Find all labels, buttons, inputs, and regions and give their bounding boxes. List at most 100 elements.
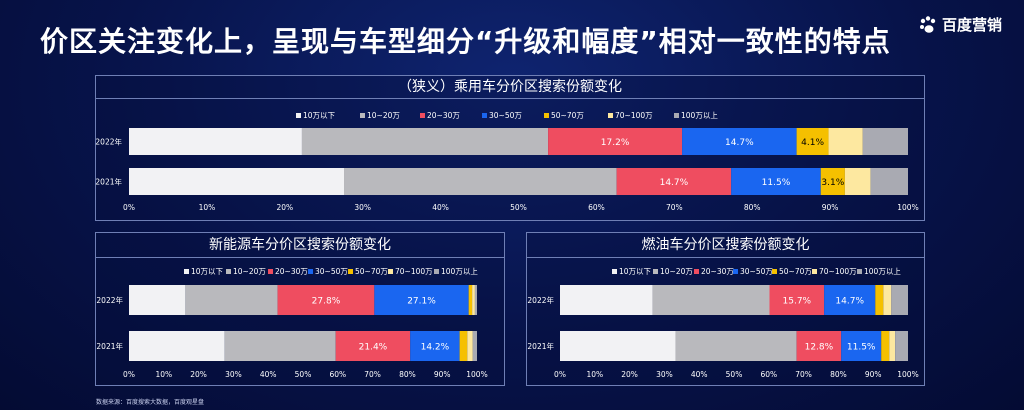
x-tick-label: 40% [260, 370, 277, 379]
bar-segment [467, 331, 473, 361]
data-label: 14.7% [835, 297, 864, 307]
legend-label: 100万以上 [441, 267, 478, 276]
bar-segment [129, 128, 302, 155]
legend-swatch [857, 269, 862, 274]
chart-nev: 10万以下 10~20万 20~30万 30~50万 50~70万 70~100万 100万… [96, 267, 487, 379]
bar-segment [881, 331, 890, 361]
legend-label: 50~70万 [779, 267, 812, 276]
data-label: 11.5% [847, 343, 876, 353]
legend-swatch [653, 269, 658, 274]
x-tick-label: 10% [199, 203, 216, 212]
x-tick-label: 80% [399, 370, 416, 379]
bar-segment [474, 285, 477, 315]
bar-segment [468, 285, 473, 315]
legend-label: 10万以下 [191, 267, 224, 276]
data-label: 21.4% [359, 343, 388, 353]
x-tick-label: 70% [795, 370, 812, 379]
legend-swatch [482, 113, 487, 118]
x-tick-label: 80% [744, 203, 761, 212]
x-tick-label: 70% [364, 370, 381, 379]
legend-swatch [296, 113, 301, 118]
legend-swatch [733, 269, 738, 274]
bar-segment [129, 168, 345, 195]
bar-segment [185, 285, 278, 315]
category-label: 2021年 [96, 341, 123, 351]
bar-segment [301, 128, 549, 155]
category-label: 2022年 [527, 295, 554, 305]
legend-label: 70~100万 [395, 267, 433, 276]
legend-swatch [608, 113, 613, 118]
legend-label: 50~70万 [355, 267, 388, 276]
legend-swatch [420, 113, 425, 118]
legend-label: 10~20万 [367, 111, 400, 120]
legend-label: 30~50万 [489, 111, 522, 120]
bar-segment [796, 331, 842, 361]
data-label: 11.5% [762, 178, 791, 188]
data-label: 14.2% [421, 343, 450, 353]
baidu-paw-icon [919, 15, 936, 33]
bar-segment [820, 168, 845, 195]
x-tick-label: 90% [865, 370, 882, 379]
legend-swatch [268, 269, 273, 274]
bar-segment [769, 285, 825, 315]
bar-segment [410, 331, 460, 361]
bar-segment [472, 285, 475, 315]
legend-label: 10万以下 [619, 267, 652, 276]
data-label: 3.1% [821, 178, 844, 188]
bar-segment [675, 331, 797, 361]
bar-segment [731, 168, 821, 195]
bar-segment [862, 128, 908, 155]
bar-segment [459, 331, 468, 361]
legend-swatch [308, 269, 313, 274]
legend-label: 20~30万 [275, 267, 308, 276]
legend-swatch [226, 269, 231, 274]
x-tick-label: 100% [466, 370, 487, 379]
legend-swatch [812, 269, 817, 274]
x-tick-label: 0% [123, 370, 135, 379]
data-label: 17.2% [601, 138, 630, 148]
x-tick-label: 0% [554, 370, 566, 379]
bar-segment [344, 168, 617, 195]
bar-segment [616, 168, 732, 195]
data-label: 4.1% [801, 138, 824, 148]
bar-segment [844, 168, 871, 195]
x-tick-label: 20% [190, 370, 207, 379]
legend-label: 10~20万 [233, 267, 266, 276]
category-label: 2021年 [527, 341, 554, 351]
bar-segment [277, 285, 375, 315]
bar-segment [548, 128, 683, 155]
bar-segment [560, 285, 653, 315]
chart-panel-passenger: （狭义）乘用车分价区搜索份额变化 10万以下 10~20万 20~30万 30~50万… [95, 75, 925, 221]
x-tick-label: 30% [225, 370, 242, 379]
data-label: 12.8% [805, 343, 834, 353]
chart-title-passenger: （狭义）乘用车分价区搜索份额变化 [96, 76, 924, 99]
x-tick-label: 50% [510, 203, 527, 212]
legend-swatch [674, 113, 679, 118]
bar-segment [129, 331, 225, 361]
bar-segment [875, 285, 884, 315]
bar-segment [889, 331, 896, 361]
chart-title-nev: 新能源车分价区搜索份额变化 [96, 233, 504, 258]
legend-label: 70~100万 [615, 111, 653, 120]
legend-label: 50~70万 [551, 111, 584, 120]
legend-swatch [360, 113, 365, 118]
data-label: 14.7% [660, 178, 689, 188]
chart-panel-fuel: 燃油车分价区搜索份额变化 10万以下 10~20万 20~30万 30~50万 50~7… [526, 232, 925, 386]
x-tick-label: 70% [666, 203, 683, 212]
x-tick-label: 50% [295, 370, 312, 379]
brand-logo: 百度营销 [918, 14, 1002, 35]
bar-segment [824, 285, 876, 315]
legend-label: 10~20万 [660, 267, 693, 276]
data-label: 14.7% [725, 138, 754, 148]
x-tick-label: 50% [726, 370, 743, 379]
bar-segment [472, 331, 477, 361]
bar-segment [374, 285, 469, 315]
bar-segment [828, 128, 863, 155]
bar-segment [883, 285, 892, 315]
x-tick-label: 80% [830, 370, 847, 379]
legend-swatch [434, 269, 439, 274]
legend-label: 30~50万 [740, 267, 773, 276]
bar-segment [335, 331, 411, 361]
bar-segment [841, 331, 882, 361]
x-tick-label: 90% [822, 203, 839, 212]
